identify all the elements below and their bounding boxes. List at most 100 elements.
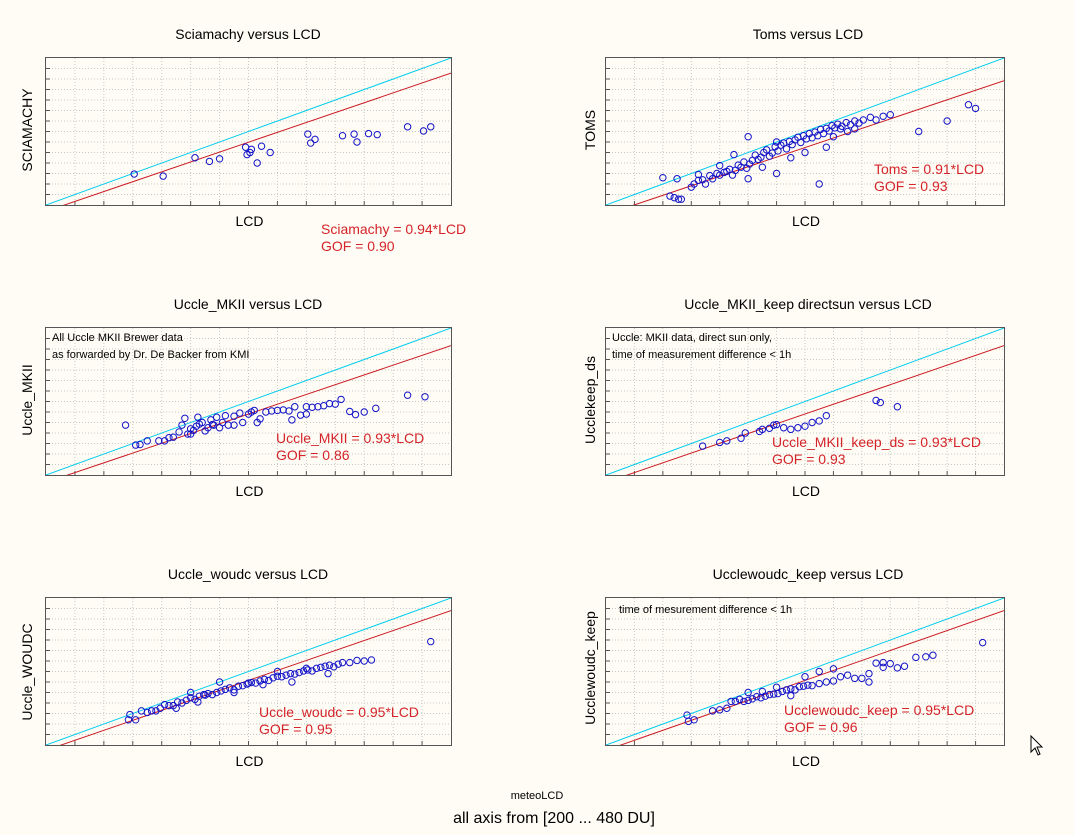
data-point	[774, 147, 782, 155]
equation-text: Ucclewoudc_keep = 0.95*LCD	[784, 702, 975, 718]
y-axis-label: Ucclekeep_ds	[582, 356, 598, 444]
data-point	[758, 163, 767, 171]
data-point	[758, 425, 767, 434]
data-point	[165, 434, 173, 442]
data-point	[317, 663, 325, 672]
scatter-plot	[606, 58, 1004, 205]
data-point	[808, 681, 816, 690]
data-point	[147, 707, 156, 715]
scatter-plot	[606, 328, 1004, 475]
data-point	[126, 710, 134, 719]
data-point	[822, 143, 831, 151]
data-point	[360, 408, 368, 416]
data-point	[260, 675, 269, 684]
data-point	[782, 686, 791, 694]
data-point	[244, 679, 253, 687]
data-point	[173, 698, 182, 706]
data-point	[851, 674, 859, 683]
data-point	[291, 403, 299, 411]
data-point	[257, 142, 266, 150]
y-axis-label: SCIAMACHY	[19, 88, 35, 172]
data-point	[186, 688, 195, 697]
scatter-plot	[46, 58, 451, 205]
regression-equation: Uccle_MKII_keep_ds = 0.93*LCD GOF = 0.93	[772, 434, 981, 468]
data-point	[221, 411, 230, 420]
data-point	[136, 440, 144, 449]
y-axis-label: Uccle_WOUDC	[19, 623, 35, 721]
data-point	[247, 145, 256, 154]
data-point	[247, 678, 256, 687]
data-point	[130, 170, 138, 178]
data-point	[748, 695, 757, 703]
equation-text: Toms = 0.91*LCD	[874, 161, 985, 177]
data-point	[893, 403, 902, 411]
data-point	[285, 407, 293, 415]
equation-text: Uccle_MKII = 0.93*LCD	[276, 430, 425, 446]
plot-area: Toms = 0.91*LCD GOF = 0.93	[605, 57, 1005, 206]
data-point	[143, 708, 151, 717]
data-point	[304, 130, 312, 138]
regression-line	[625, 345, 1004, 475]
plot-area: Sciamachy = 0.94*LCD GOF = 0.90	[45, 57, 466, 254]
data-point	[403, 123, 412, 131]
regression-equation: Ucclewoudc_keep = 0.95*LCD GOF = 0.96	[784, 702, 974, 736]
grid	[46, 328, 451, 475]
data-point	[169, 433, 177, 441]
data-point	[829, 665, 838, 673]
data-point	[288, 416, 296, 424]
identity-line	[46, 328, 451, 475]
identity-line	[606, 328, 1004, 475]
data-point	[808, 418, 816, 427]
data-point	[350, 130, 358, 138]
data-point	[291, 670, 299, 678]
data-point	[886, 111, 894, 119]
y-axis-label: TOMS	[582, 109, 598, 151]
data-point	[236, 409, 244, 417]
data-point	[865, 669, 873, 678]
data-point	[302, 410, 311, 418]
data-point	[723, 704, 731, 712]
data-point	[288, 678, 296, 686]
data-point	[836, 673, 845, 681]
data-point	[364, 129, 373, 138]
data-point	[758, 687, 767, 696]
data-point	[744, 175, 752, 183]
data-point	[266, 148, 274, 157]
data-point	[772, 169, 781, 178]
data-point	[797, 138, 805, 147]
chart-title: Uccle_woudc versus LCD	[167, 566, 329, 582]
data-point	[879, 663, 887, 672]
data-point	[770, 421, 778, 429]
data-point	[801, 148, 809, 157]
data-point	[843, 127, 852, 136]
data-point	[325, 661, 334, 669]
data-point	[367, 656, 376, 664]
data-point	[306, 139, 315, 147]
plot-area: Uccle_woudc = 0.95*LCD GOF = 0.95	[45, 597, 452, 746]
data-point	[971, 104, 980, 113]
data-point	[194, 413, 202, 421]
data-point	[325, 399, 334, 408]
data-point	[295, 668, 303, 677]
panel-note-line: as forwarded by Dr. De Backer from KMI	[52, 349, 250, 361]
data-point	[772, 138, 781, 146]
data-point	[421, 393, 429, 401]
data-point	[872, 659, 880, 667]
data-point	[690, 180, 698, 188]
data-point	[740, 697, 748, 706]
data-point	[670, 193, 678, 202]
regression-equation: Uccle_MKII = 0.93*LCD GOF = 0.86	[276, 430, 424, 464]
gof-text: GOF = 0.96	[784, 719, 858, 735]
data-point	[701, 180, 710, 188]
data-point	[787, 154, 795, 162]
data-point	[324, 669, 332, 678]
data-point	[302, 664, 311, 673]
data-point	[346, 407, 354, 416]
data-point	[851, 125, 859, 133]
data-point	[842, 118, 850, 127]
data-point	[273, 667, 282, 676]
data-point	[194, 698, 202, 706]
data-point	[201, 691, 209, 699]
regression-equation: Uccle_woudc = 0.95*LCD GOF = 0.95	[259, 704, 419, 738]
data-point	[690, 716, 698, 724]
